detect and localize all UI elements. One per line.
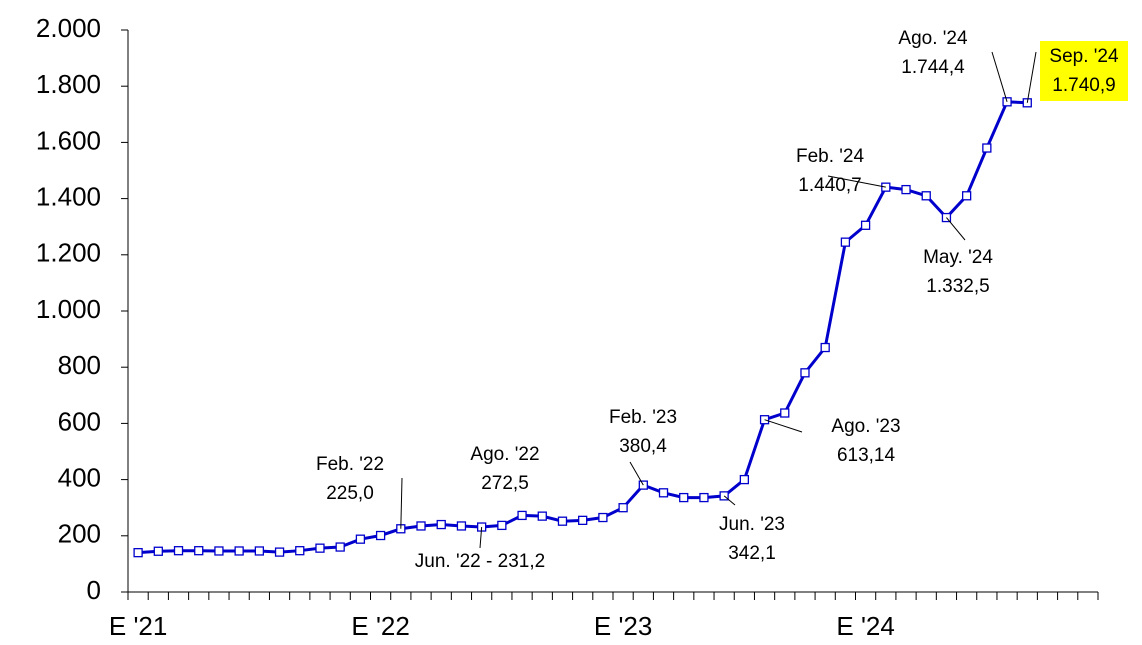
point-marker: [557, 516, 568, 526]
leader-line: [629, 461, 644, 486]
point-marker: [274, 547, 285, 557]
leader-line: [479, 526, 483, 549]
y-tick-label: 600: [58, 406, 101, 436]
point-marker: [173, 546, 184, 556]
annotation: 613,14: [837, 445, 896, 466]
annotation: Sep. '24: [1049, 46, 1119, 67]
point-marker: [699, 492, 709, 503]
point-marker: [1022, 98, 1032, 108]
point-marker: [840, 237, 851, 247]
point-marker: [860, 220, 871, 230]
y-tick-label: 2.000: [36, 13, 101, 43]
annotation: May. '24: [923, 247, 993, 268]
point-marker: [194, 546, 204, 556]
annotation: 380,4: [619, 436, 667, 457]
annotation: Jun. '22 - 231,2: [415, 551, 545, 572]
y-tick-label: 800: [58, 350, 101, 380]
y-tick-label: 200: [58, 519, 101, 549]
point-marker: [739, 474, 750, 485]
y-tick-label: 1.200: [36, 238, 101, 268]
y-tick-label: 0: [87, 575, 101, 605]
point-marker: [820, 342, 830, 353]
point-marker: [598, 512, 608, 523]
annotation: 1.744,4: [901, 57, 965, 78]
leader-line: [827, 175, 886, 188]
annotation: Feb. '23: [609, 407, 677, 428]
x-tick-label: E '23: [594, 611, 652, 641]
point-marker: [234, 546, 244, 556]
point-marker: [355, 534, 366, 544]
point-marker: [679, 492, 689, 503]
annotation: Ago. '24: [898, 28, 968, 49]
point-marker: [780, 408, 790, 418]
x-tick-label: E '22: [351, 611, 409, 641]
annotation: Jun. '23: [719, 514, 785, 535]
y-tick-label: 1.800: [36, 69, 101, 99]
annotation: Feb. '22: [316, 454, 384, 475]
annotation: 1.740,9: [1052, 75, 1115, 96]
leader-line: [946, 217, 966, 241]
leader-line: [764, 419, 803, 433]
point-marker: [315, 543, 325, 553]
point-marker: [537, 511, 547, 521]
point-marker: [153, 546, 163, 556]
point-marker: [497, 520, 507, 531]
annotation: Feb. '24: [796, 146, 864, 167]
point-marker: [436, 519, 446, 530]
leader-line: [991, 51, 1008, 102]
x-tick-label: E '24: [836, 611, 894, 641]
leader-line: [723, 495, 736, 506]
leader-line: [400, 477, 403, 529]
y-tick-label: 1.600: [36, 125, 101, 155]
annotation: 342,1: [728, 543, 776, 564]
annotation: 225,0: [326, 483, 374, 504]
annotation: 1.440,7: [798, 175, 861, 196]
annotation: 272,5: [481, 473, 529, 494]
point-marker: [335, 542, 345, 552]
point-marker: [982, 143, 992, 153]
point-marker: [517, 510, 527, 521]
point-marker: [133, 548, 143, 558]
point-marker: [800, 368, 810, 378]
point-marker: [214, 546, 224, 556]
point-marker: [375, 530, 386, 541]
point-marker: [456, 521, 467, 531]
annotation: Ago. '22: [470, 444, 539, 465]
point-marker: [961, 191, 972, 201]
y-tick-label: 1.000: [36, 294, 101, 324]
point-marker: [578, 515, 588, 525]
point-marker: [295, 546, 305, 556]
point-marker: [618, 503, 628, 513]
leader-line: [1026, 51, 1037, 103]
point-marker: [416, 521, 426, 531]
annotation-highlight: [1040, 41, 1128, 101]
point-marker: [901, 184, 911, 195]
series-line: [137, 100, 1028, 555]
point-marker: [658, 488, 669, 498]
x-tick-label: E '21: [109, 611, 167, 641]
point-marker: [254, 546, 265, 556]
annotation: Ago. '23: [831, 416, 900, 437]
y-tick-label: 1.400: [36, 181, 101, 211]
point-marker: [921, 191, 931, 201]
y-tick-label: 400: [58, 462, 101, 492]
annotation: 1.332,5: [926, 276, 989, 297]
